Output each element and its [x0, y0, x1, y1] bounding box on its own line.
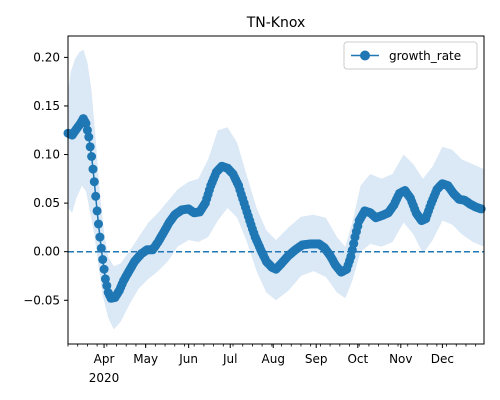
legend-box [343, 41, 478, 70]
y-tick-label: 0.20 [33, 50, 60, 64]
x-tick-label: Aug [262, 352, 285, 366]
x-tick-label: Jul [222, 352, 237, 366]
confidence-band-layer [68, 49, 484, 330]
x-tick-label: Dec [431, 352, 454, 366]
legend: growth_rate [343, 41, 478, 70]
y-tick-label: 0.15 [33, 99, 60, 113]
data-point [476, 204, 486, 214]
y-tick-label: −0.05 [23, 293, 60, 307]
x-axis-year-label: 2020 [89, 371, 120, 385]
data-point [81, 118, 91, 128]
data-point [99, 264, 109, 274]
x-axis: Apr May Jun Jul Aug Sep Oct Nov Dec [67, 344, 477, 366]
data-point [85, 142, 95, 152]
x-tick-label: Jun [178, 352, 198, 366]
y-tick-label: 0.10 [33, 148, 60, 162]
x-tick-label: May [133, 352, 158, 366]
data-point [95, 232, 105, 242]
data-point [96, 243, 106, 253]
y-axis: 0.20 0.15 0.10 0.05 0.00 −0.05 [23, 50, 68, 307]
data-point [92, 206, 102, 216]
data-point [98, 255, 108, 264]
data-point [84, 132, 94, 142]
data-point [100, 274, 110, 284]
plot-frame [67, 35, 485, 345]
data-point [102, 281, 112, 291]
y-tick-label: 0.00 [33, 245, 60, 259]
data-point [82, 125, 92, 135]
chart-title: TN-Knox [246, 15, 306, 31]
legend-label: growth_rate [389, 49, 461, 63]
x-tick-label: Apr [94, 352, 115, 366]
data-point [91, 191, 101, 201]
data-point [94, 219, 103, 229]
x-tick-label: Sep [305, 352, 328, 366]
data-point [87, 152, 97, 161]
data-point [89, 177, 99, 187]
confidence-band [68, 49, 484, 330]
y-tick-label: 0.05 [33, 196, 60, 210]
legend-marker [360, 50, 370, 61]
data-point [88, 164, 98, 174]
x-tick-label: Nov [389, 352, 412, 366]
series-layer [63, 114, 486, 303]
x-tick-label: Oct [347, 352, 368, 366]
